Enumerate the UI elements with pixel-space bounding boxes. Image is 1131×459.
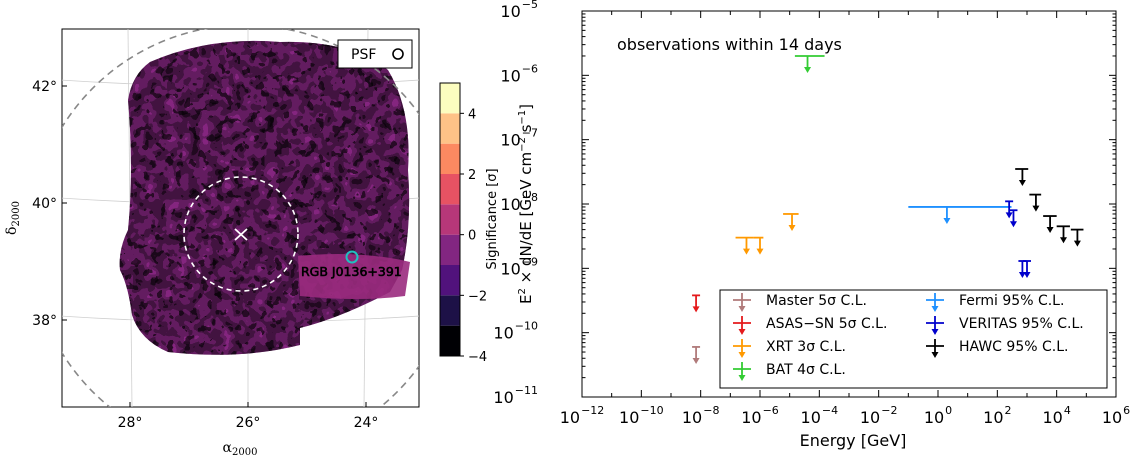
colorbar-step <box>440 113 460 144</box>
sed-x-tick-label: 10−6 <box>741 404 779 427</box>
colorbar-tick-label: 2 <box>468 168 476 183</box>
upper-limit-marker <box>1029 193 1042 212</box>
legend-label: Master 5σ C.L. <box>766 293 867 309</box>
sed-y-axis-label: E2 × dN/dE [GeV cm−2 s−1] <box>517 104 535 304</box>
map-x-ticks: 28° 26° 24° <box>118 402 379 431</box>
colorbar-step <box>440 143 460 174</box>
source-label: RGB J0136+391 <box>301 264 402 279</box>
map-x-tick-label: 28° <box>118 415 143 431</box>
legend-entry: ASAS−SN 5σ C.L. <box>733 316 887 335</box>
sed-y-tick-label: 10−9 <box>500 255 538 278</box>
source-marker <box>345 250 359 264</box>
upper-limit-marker <box>1056 225 1070 244</box>
map-y-tick-label: 38° <box>32 313 57 329</box>
legend-entry: Master 5σ C.L. <box>733 293 867 312</box>
sed-panel: 10−12 10−10 10−8 10−6 10−4 10−2 100 102 104 106 10… <box>493 0 1130 450</box>
map-y-axis-label: δ2000 <box>4 201 22 235</box>
psf-label: PSF <box>351 47 376 63</box>
sed-y-tick-label: 10−7 <box>500 127 538 150</box>
sed-legend: Master 5σ C.L. ASAS−SN 5σ C.L. XRT 3σ C.L.… <box>719 289 1108 389</box>
legend-entry: HAWC 95% C.L. <box>926 339 1068 358</box>
colorbar-tick-label: −4 <box>468 350 487 365</box>
upper-limit-marker <box>794 55 825 73</box>
sky-map-panel: RGB J0136+391 PSF 28° 26° 24° 42° 40° 38… <box>4 28 420 458</box>
sed-x-tick-label: 102 <box>983 404 1011 427</box>
colorbar-step <box>440 295 460 326</box>
colorbar-tick-label: −2 <box>468 289 487 304</box>
significance-map <box>119 40 410 355</box>
legend-entry: Fermi 95% C.L. <box>926 293 1064 312</box>
map-y-tick-label: 42° <box>32 79 57 95</box>
upper-limit-marker <box>1005 200 1014 219</box>
map-x-tick-label: 24° <box>354 415 379 431</box>
upper-limit-marker <box>1043 215 1057 234</box>
legend-entry: BAT 4σ C.L. <box>733 362 846 381</box>
legend-label: HAWC 95% C.L. <box>959 339 1068 355</box>
upper-limit-marker <box>1009 209 1018 228</box>
upper-limit-marker <box>735 236 754 255</box>
sed-y-tick-label: 10−6 <box>500 62 538 85</box>
legend-label: VERITAS 95% C.L. <box>959 316 1084 332</box>
sed-x-tick-label: 10−12 <box>560 404 605 427</box>
legend-entry: XRT 3σ C.L. <box>733 339 846 358</box>
sed-annotation: observations within 14 days <box>617 35 842 54</box>
sed-y-tick-label: 10−11 <box>493 384 538 407</box>
legend-label: XRT 3σ C.L. <box>766 339 846 355</box>
map-x-tick-label: 26° <box>236 415 261 431</box>
colorbar-step <box>440 83 460 114</box>
colorbar-step <box>440 204 460 235</box>
map-y-ticks: 42° 40° 38° <box>32 79 67 329</box>
sed-x-tick-label: 10−8 <box>682 404 720 427</box>
center-cross-marker <box>234 228 248 241</box>
legend-label: ASAS−SN 5σ C.L. <box>766 316 887 332</box>
colorbar-step <box>440 174 460 205</box>
upper-limit-marker <box>1070 228 1084 247</box>
colorbar-label: Significance [σ] <box>485 168 500 269</box>
sed-x-tick-label: 10−2 <box>860 404 898 427</box>
sed-x-axis-label: Energy [GeV] <box>800 431 907 450</box>
upper-limit-marker <box>1015 168 1029 186</box>
sed-x-tick-label: 100 <box>924 404 952 427</box>
colorbar-tick-label: 4 <box>468 107 476 122</box>
upper-limit-marker <box>692 294 701 313</box>
colorbar-step <box>440 325 460 356</box>
colorbar-tick-label: 0 <box>468 229 476 244</box>
upper-limit-marker <box>1023 260 1031 279</box>
map-x-axis-label: α2000 <box>223 440 258 458</box>
colorbar-step <box>440 265 460 296</box>
psf-circle <box>392 48 404 60</box>
sed-x-tick-label: 10−10 <box>619 404 664 427</box>
sed-y-tick-label: 10−8 <box>500 191 538 214</box>
legend-label: Fermi 95% C.L. <box>959 293 1064 309</box>
sed-x-tick-label: 106 <box>1102 404 1130 427</box>
upper-limit-marker <box>908 206 1012 224</box>
test-region-circle <box>183 176 299 292</box>
legend-entry: VERITAS 95% C.L. <box>926 316 1084 335</box>
sed-y-tick-label: 10−5 <box>500 0 538 21</box>
psf-legend: PSF <box>337 39 413 69</box>
sed-x-tick-label: 104 <box>1042 404 1070 427</box>
map-y-tick-label: 40° <box>32 196 57 212</box>
sed-x-tick-label: 10−4 <box>801 404 839 427</box>
upper-limit-marker <box>753 236 764 255</box>
upper-limit-marker <box>783 213 799 231</box>
upper-limit-marker <box>692 346 701 364</box>
colorbar: −4 −2 0 2 4 Significance [σ] <box>439 82 500 365</box>
sed-y-tick-label: 10−10 <box>493 320 538 343</box>
colorbar-step <box>440 234 460 265</box>
legend-label: BAT 4σ C.L. <box>766 362 846 378</box>
